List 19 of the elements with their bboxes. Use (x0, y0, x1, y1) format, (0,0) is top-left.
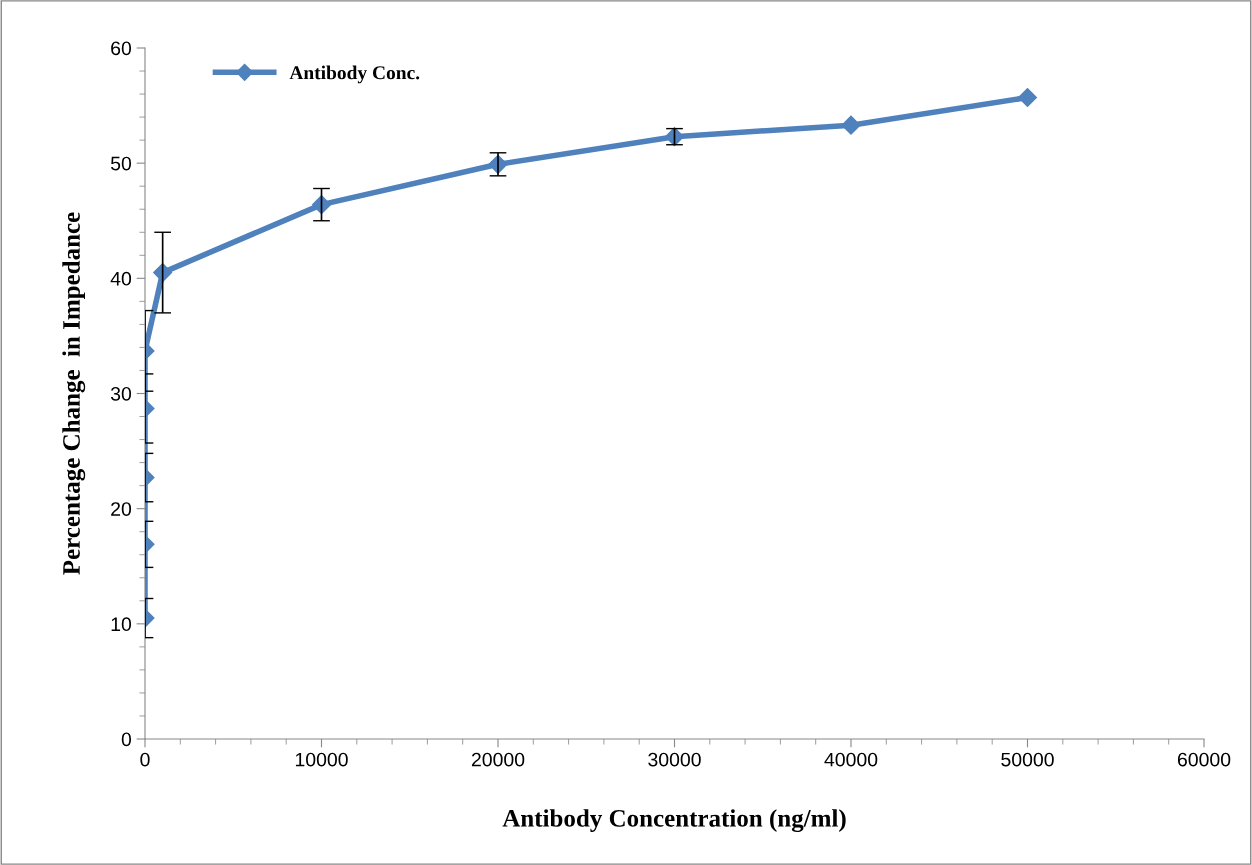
y-tick-label: 0 (121, 732, 132, 747)
x-tick-label: 10000 (295, 752, 348, 767)
y-tick-label: 60 (111, 41, 132, 56)
point (1017, 87, 1038, 108)
y-tick-label: 40 (110, 271, 132, 286)
x-tick-label: 40000 (824, 752, 878, 767)
y-tick-label: 20 (111, 502, 132, 516)
x-tick-label: 30000 (648, 752, 701, 767)
x-tick-label: 50000 (1001, 752, 1054, 767)
y-axis-title: Percentage Change in Impedance (62, 212, 86, 575)
y-tick-label: 10 (111, 617, 132, 632)
y-tick-label: 30 (110, 386, 132, 401)
point (841, 115, 861, 135)
legend-label: Antibody Conc. (289, 65, 420, 84)
x-tick-label: 20000 (471, 752, 525, 767)
x-tick-label: 0 (140, 752, 150, 767)
x-axis-title: Antibody Concentration (ng/ml) (502, 809, 846, 833)
x-tick-label: 60000 (1177, 752, 1231, 767)
y-tick-label: 50 (110, 156, 132, 171)
